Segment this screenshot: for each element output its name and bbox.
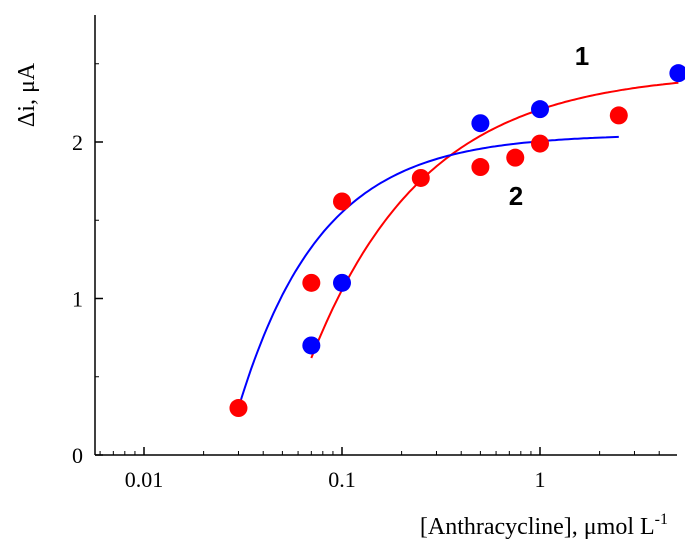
- y-tick-label: 2: [72, 130, 83, 155]
- y-tick-label: 1: [72, 287, 83, 312]
- axes: 0.01 0.1 1 0 1 2: [72, 15, 677, 492]
- x-axis-title-superscript: -1: [655, 511, 668, 528]
- x-tick-label: 0.1: [328, 467, 356, 492]
- data-point-2: [229, 399, 248, 418]
- data-point-2: [531, 134, 549, 153]
- fit-curve-2: [237, 135, 619, 409]
- data-point-1: [669, 64, 685, 83]
- labels: Δi, μA [Anthracycline], μmol L-1 1 2: [14, 41, 668, 540]
- y-tick-label: 0: [72, 443, 83, 468]
- fit-curve-1: [310, 81, 679, 359]
- x-tick-label: 0.01: [125, 467, 164, 492]
- curve-label-2: 2: [509, 181, 523, 211]
- data-point-1: [302, 336, 321, 355]
- curve-label-1: 1: [575, 41, 589, 71]
- data-point-1: [531, 100, 549, 119]
- x-tick-label: 1: [535, 467, 546, 492]
- x-axis-title-text: [Anthracycline], μmol L: [420, 514, 655, 540]
- data-point-2: [302, 273, 321, 292]
- x-axis-title: [Anthracycline], μmol L-1: [420, 511, 668, 540]
- data-points: [229, 64, 685, 418]
- data-point-2: [506, 148, 525, 167]
- data-point-2: [471, 158, 490, 177]
- data-point-2: [411, 168, 430, 187]
- y-axis-title: Δi, μA: [14, 62, 40, 127]
- fit-curves: [237, 81, 679, 409]
- data-point-2: [609, 106, 628, 125]
- data-point-2: [333, 192, 351, 211]
- data-point-1: [333, 273, 351, 292]
- data-point-1: [471, 114, 490, 133]
